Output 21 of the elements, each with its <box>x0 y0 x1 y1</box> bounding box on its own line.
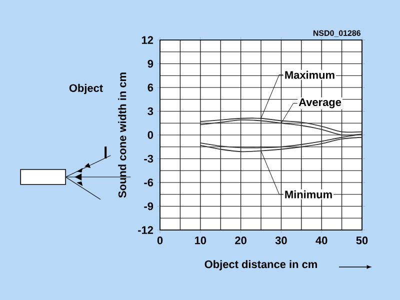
y-tick-label: -12 <box>138 226 154 234</box>
y-tick-label: -3 <box>144 154 154 163</box>
x-tick-label: 40 <box>316 236 328 244</box>
text: Object <box>69 84 103 94</box>
y-tick-label: 9 <box>148 60 154 68</box>
x-tick-label: 30 <box>275 236 287 244</box>
text: Maximum <box>285 70 334 79</box>
y-tick-label: 0 <box>148 131 154 139</box>
x-tick-label: 20 <box>235 236 246 244</box>
y-tick-label: 12 <box>142 36 154 44</box>
y-tick-label: 6 <box>148 84 154 92</box>
y-tick-label: -9 <box>144 202 154 210</box>
series-label: Average <box>298 98 342 108</box>
y-axis-title: Sound cone width in cm <box>118 72 126 198</box>
text: Minimum <box>285 190 332 198</box>
y-tick-label: 3 <box>148 107 154 116</box>
y-tick-label: -6 <box>144 178 154 186</box>
x-tick-label: 50 <box>356 236 368 244</box>
x-tick-label: 0 <box>157 236 163 244</box>
x-tick-label: 10 <box>194 236 206 244</box>
x-axis-title: Object distance in cm <box>204 260 317 270</box>
